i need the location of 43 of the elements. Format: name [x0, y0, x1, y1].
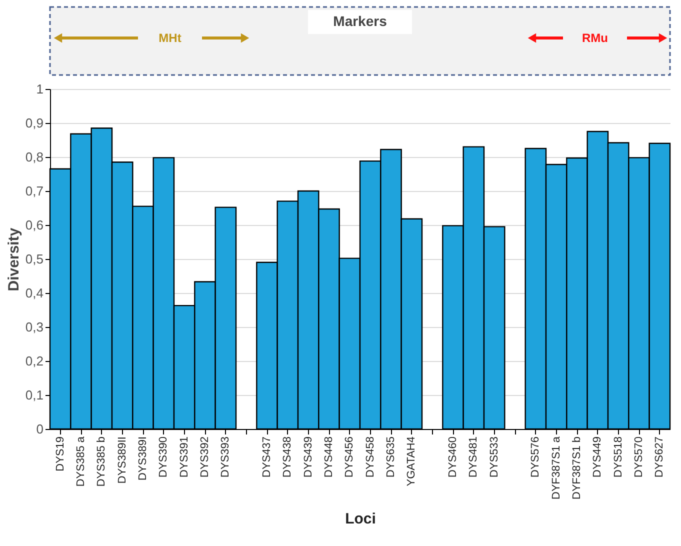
- x-axis-title: Loci: [345, 510, 376, 528]
- y-tick-label: 0,8: [25, 150, 44, 164]
- x-tick-label: DYS385 b: [96, 436, 108, 487]
- y-tick-label: 0,6: [25, 218, 44, 232]
- x-tick-label: DYS19: [54, 436, 66, 472]
- y-tick-label: 0,4: [25, 286, 44, 300]
- x-tick-label: DYS481: [468, 436, 480, 478]
- x-tick-label: DYS518: [612, 436, 624, 478]
- x-tick-label: DYS570: [633, 436, 645, 478]
- y-tick-label: 1: [36, 82, 44, 96]
- x-tick-label: DYS448: [323, 436, 335, 478]
- x-tick-label: DYS393: [220, 436, 232, 478]
- y-tick-label: 0,3: [25, 320, 44, 334]
- x-tick-label: DYF387S1 a: [550, 436, 562, 500]
- x-tick-label: DYS392: [199, 436, 211, 478]
- x-tick-label: YGATAH4: [406, 436, 418, 486]
- y-axis-title: Diversity: [5, 227, 22, 292]
- x-tick-label: DYS458: [364, 436, 376, 478]
- x-tick-label: DYS449: [592, 436, 604, 478]
- x-tick-label: DYS385 a: [75, 436, 87, 487]
- x-tick-label: DYS635: [385, 436, 397, 478]
- x-tick-label: DYS576: [530, 436, 542, 478]
- x-tick-label: DYS390: [158, 436, 170, 478]
- y-tick-label: 0,7: [25, 184, 44, 198]
- x-tick-label: DYS438: [282, 436, 294, 478]
- x-tick-label: DYS389II: [116, 436, 128, 484]
- text: Markers: [333, 13, 388, 29]
- y-tick-label: 0: [36, 422, 44, 436]
- y-tick-label: 0,9: [25, 116, 44, 130]
- x-tick-label: DYS460: [447, 436, 459, 478]
- y-tick-label: 0,2: [25, 354, 44, 368]
- x-tick-label: DYS391: [178, 436, 190, 478]
- x-tick-label: DYF387S1 b: [571, 436, 583, 500]
- text: RMu: [582, 31, 608, 45]
- text: MHt: [158, 31, 182, 45]
- y-tick-label: 0,5: [25, 252, 44, 266]
- x-tick-label: DYS533: [488, 436, 500, 478]
- y-tick-label: 0,1: [25, 388, 44, 402]
- x-tick-label: DYS439: [302, 436, 314, 478]
- x-tick-label: DYS437: [261, 436, 273, 478]
- x-tick-label: DYS627: [654, 436, 666, 478]
- x-tick-label: DYS389I: [137, 436, 149, 481]
- x-tick-label: DYS456: [344, 436, 356, 478]
